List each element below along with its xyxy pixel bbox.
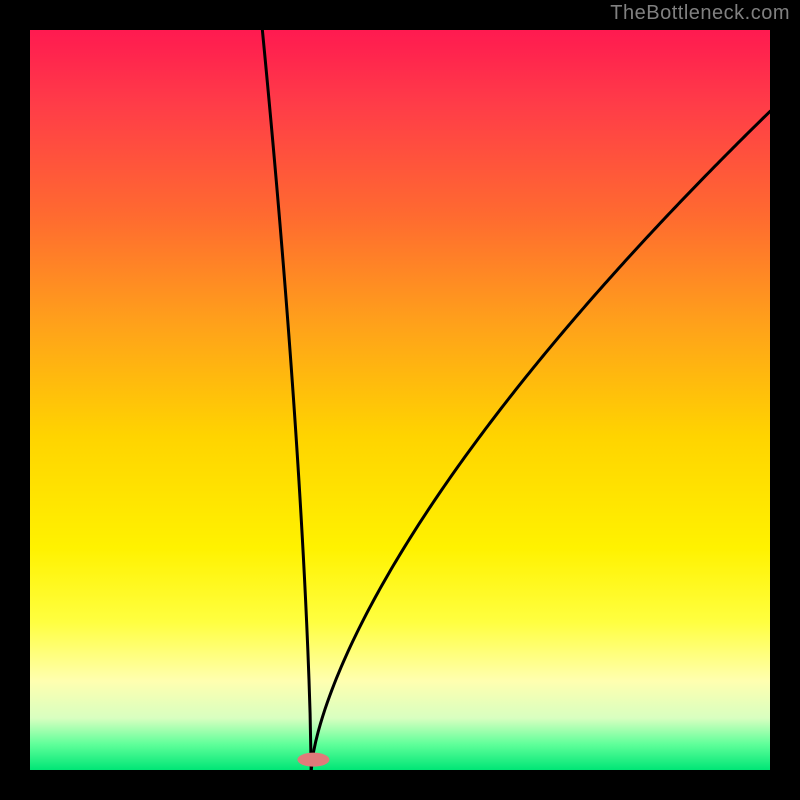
watermark-text: TheBottleneck.com	[610, 2, 790, 25]
min-marker	[297, 753, 329, 767]
chart-container: TheBottleneck.com	[0, 0, 800, 800]
plot-area	[30, 30, 770, 770]
bottleneck-curve	[30, 30, 770, 770]
